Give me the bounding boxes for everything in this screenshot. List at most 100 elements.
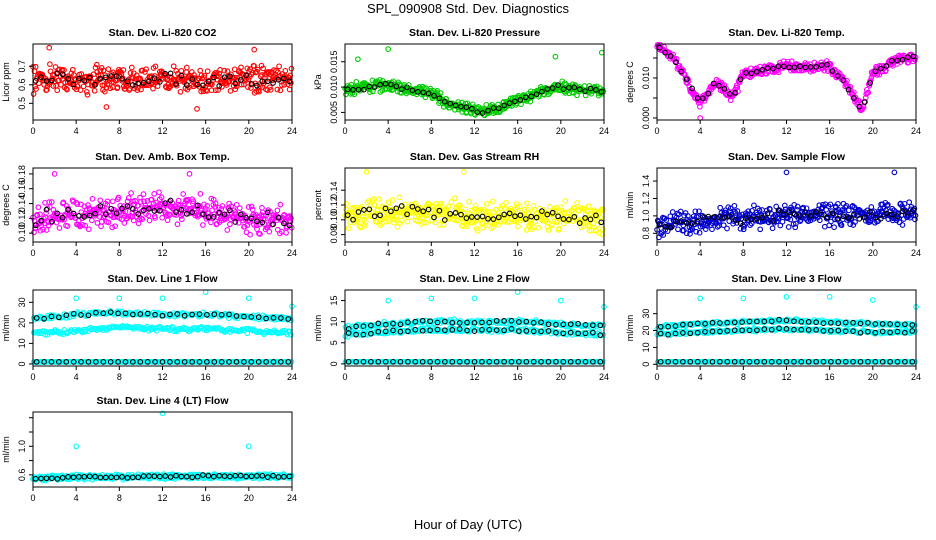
y-tick-label: 0.7	[17, 60, 27, 73]
data-point	[204, 68, 211, 75]
overlay-point	[108, 73, 115, 79]
overlay-point	[205, 78, 212, 85]
x-tick-label: 8	[117, 372, 122, 382]
data-point	[247, 231, 253, 238]
data-points	[654, 293, 919, 365]
data-point	[396, 194, 403, 201]
overlay-point	[259, 78, 266, 85]
data-point	[236, 205, 243, 211]
data-point	[437, 90, 444, 96]
data-point	[260, 65, 266, 72]
panel-ylabel: ml/min	[625, 315, 635, 342]
overlay-point	[167, 70, 174, 77]
data-point	[227, 221, 233, 228]
y-tick-label: 0.010	[641, 67, 651, 90]
data-point	[899, 222, 906, 228]
y-tick-label: 1.2	[641, 192, 651, 205]
data-point	[279, 82, 285, 88]
data-point	[257, 83, 263, 90]
data-point	[177, 88, 184, 95]
data-point	[224, 68, 231, 74]
data-point	[170, 63, 177, 70]
data-point	[200, 222, 206, 228]
outlier-point	[46, 44, 53, 51]
data-point	[515, 223, 521, 230]
overlay-point	[237, 77, 244, 83]
data-point	[524, 200, 530, 207]
data-point	[58, 81, 64, 88]
data-point	[201, 72, 208, 79]
panel-ylabel: ml/min	[625, 192, 635, 219]
data-point	[197, 67, 204, 74]
overlay-point	[533, 91, 540, 98]
overlay-point	[522, 94, 529, 101]
x-tick-label: 20	[556, 372, 566, 382]
overlay-point	[200, 82, 206, 89]
data-point	[561, 80, 568, 87]
y-tick-label: 1.4	[641, 175, 651, 188]
data-point	[89, 196, 96, 202]
x-tick-label: 8	[741, 126, 746, 136]
x-tick-label: 4	[74, 372, 79, 382]
y-tick-label: 0.000	[641, 107, 651, 130]
overlay-point	[431, 92, 437, 99]
overlay-point	[178, 72, 185, 79]
x-tick-label: 24	[599, 126, 609, 136]
x-tick-label: 12	[781, 248, 791, 258]
x-tick-label: 12	[469, 248, 479, 258]
overlay-point	[86, 74, 93, 81]
x-tick-label: 8	[117, 126, 122, 136]
outlier-point	[355, 56, 361, 63]
overlay-point	[232, 80, 239, 87]
overlay-point	[162, 70, 169, 77]
data-point	[105, 66, 112, 72]
data-point	[389, 87, 395, 93]
data-point	[128, 190, 134, 196]
x-tick-label: 24	[287, 126, 297, 136]
overlay-point	[173, 81, 179, 88]
overlay-point	[398, 86, 405, 92]
data-point	[277, 87, 284, 94]
x-tick-label: 0	[342, 126, 347, 136]
data-point	[274, 207, 281, 214]
outlier-point	[598, 49, 605, 56]
x-tick-label: 20	[556, 248, 566, 258]
overlay-point	[102, 74, 109, 81]
y-tick-label: 10	[329, 317, 339, 327]
data-point	[56, 225, 63, 231]
data-point	[404, 218, 411, 225]
x-tick-label: 20	[868, 126, 878, 136]
outlier-point	[471, 295, 478, 302]
overlay-point	[528, 93, 535, 100]
x-tick-label: 0	[342, 248, 347, 258]
overlay-point	[479, 110, 486, 116]
y-tick-label: 0.8	[641, 227, 651, 240]
overlay-point	[501, 102, 508, 109]
data-point	[282, 67, 289, 74]
data-point	[779, 218, 786, 225]
panel-3: Stan. Dev. Li-820 Temp.degrees C0 4 8 12 16 2…	[625, 27, 921, 136]
y-tick-label: 0.18	[17, 165, 27, 183]
x-tick-label: 8	[429, 248, 434, 258]
data-point	[100, 67, 107, 74]
overlay-point	[555, 82, 561, 88]
x-tick-label: 0	[30, 248, 35, 258]
y-tick-label: 10	[17, 338, 27, 348]
data-point	[868, 204, 875, 210]
x-tick-label: 20	[244, 126, 254, 136]
data-point	[281, 81, 288, 88]
data-point	[174, 221, 181, 228]
y-tick-label: 15	[329, 296, 339, 306]
data-point	[114, 84, 121, 91]
x-tick-label: 16	[513, 248, 523, 258]
outlier-point	[51, 171, 58, 177]
data-point	[232, 86, 239, 93]
overlay-point	[474, 109, 481, 115]
data-point	[600, 88, 607, 95]
overlay-point	[425, 90, 432, 97]
y-tick-label: 0.015	[329, 50, 339, 73]
data-point	[375, 196, 382, 202]
